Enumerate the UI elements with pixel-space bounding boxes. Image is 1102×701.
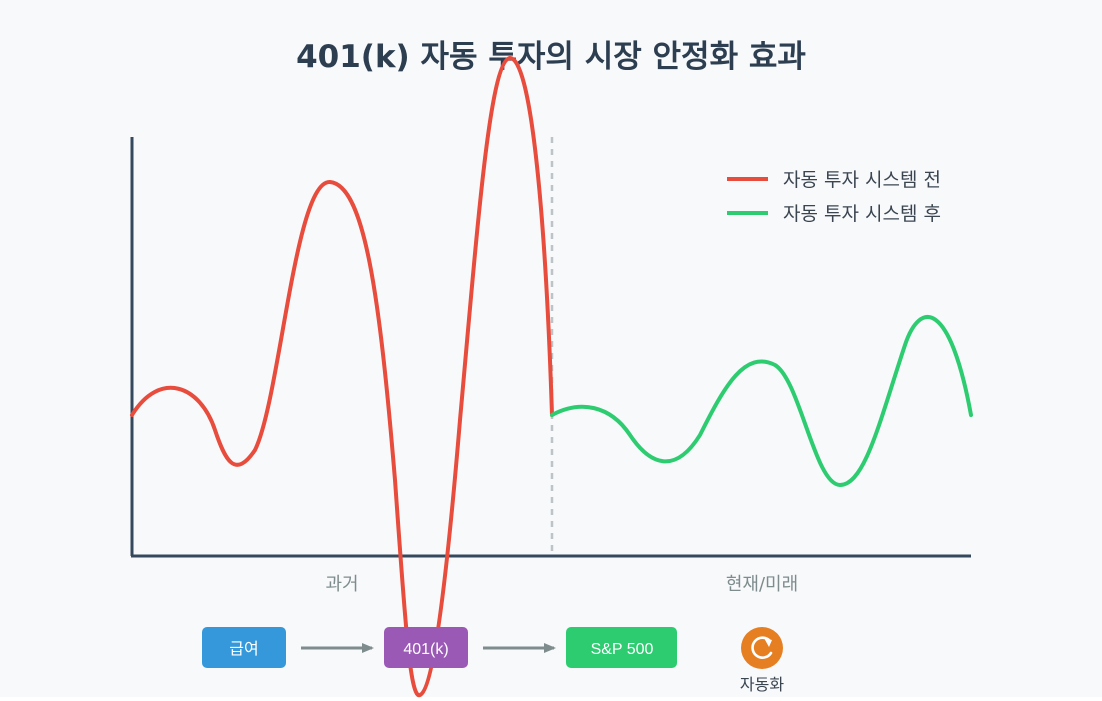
after-automation-line — [550, 315, 973, 487]
legend-before-label: 자동 투자 시스템 전 — [783, 169, 941, 191]
flow-box-401k — [384, 627, 468, 668]
refresh-icon — [741, 627, 783, 669]
flow-label-401k: 401(k) — [403, 641, 448, 658]
period-label-past: 과거 — [325, 574, 358, 595]
automation-label: 자동화 — [740, 675, 784, 694]
period-label-future: 현재/미래 — [726, 574, 798, 595]
flow-box-sp500 — [566, 627, 677, 668]
flow-label-salary: 급여 — [229, 640, 258, 658]
legend: 자동 투자 시스템 전 자동 투자 시스템 후 — [727, 169, 941, 225]
flow-box-salary — [202, 627, 286, 668]
diagram-title: 401(k) 자동 투자의 시장 안정화 효과 — [296, 39, 806, 75]
flow-diagram: 급여 401(k) S&P 500 자동화 — [202, 627, 784, 694]
legend-after-label: 자동 투자 시스템 후 — [783, 203, 941, 225]
before-automation-line — [130, 56, 554, 698]
flow-label-sp500: S&P 500 — [591, 641, 654, 658]
